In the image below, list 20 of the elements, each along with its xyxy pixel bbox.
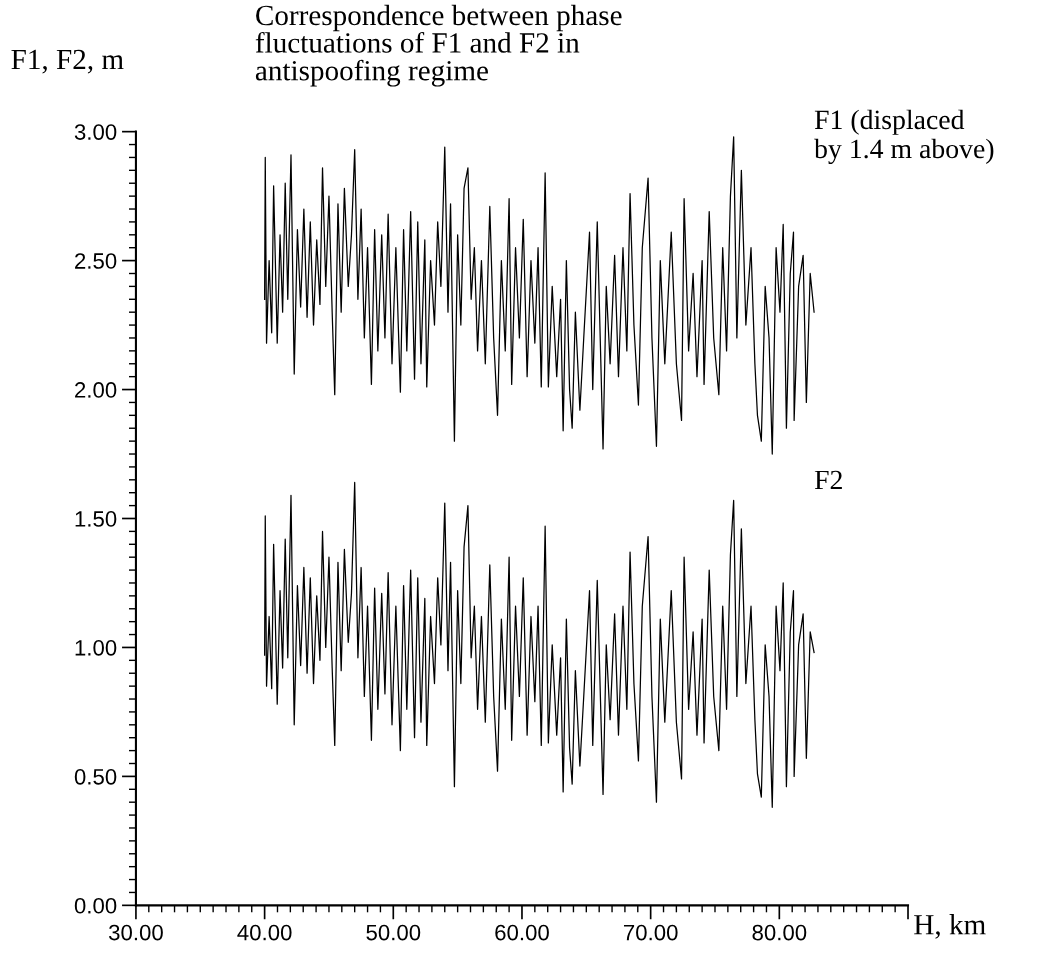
x-tick-label: 70.00 — [623, 924, 678, 941]
y-tick-label: 2.00 — [75, 382, 117, 398]
x-tick-label: 50.00 — [366, 924, 421, 941]
y-tick-label: 1.00 — [75, 639, 117, 656]
line-series — [263, 481, 815, 808]
y-axis-title: F1, F2, m — [11, 49, 124, 74]
y-tick-label: 0.50 — [74, 768, 117, 785]
x-tick-label: 40.00 — [237, 924, 292, 941]
x-tick-label: 30.00 — [108, 924, 163, 941]
y-tick-label: 1.50 — [75, 511, 117, 527]
y-tick-label: 3.00 — [74, 124, 117, 140]
x-tick-label: 80.00 — [752, 924, 807, 941]
y-tick-label: 0.00 — [74, 897, 117, 914]
text: F2 — [814, 470, 842, 490]
line-series — [263, 136, 815, 455]
text: F1 (displaced by 1.4 m above) — [814, 109, 994, 164]
x-tick-label: 60.00 — [495, 924, 549, 941]
chart-title: Correspondence between phase fluctuations of F1 and F2 in antispoofing regime — [255, 4, 622, 87]
x-axis-title: H, km — [914, 914, 986, 939]
y-tick-label: 2.50 — [75, 253, 117, 269]
